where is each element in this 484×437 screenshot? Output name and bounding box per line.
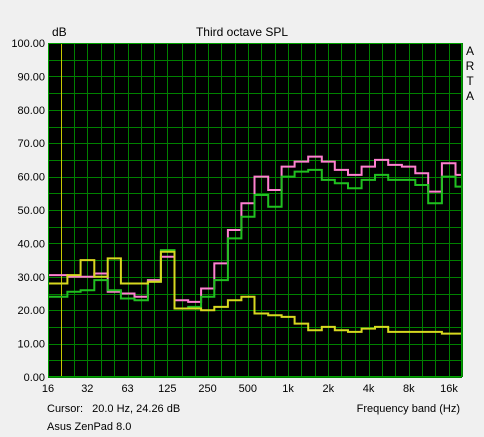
x-tick-label: 125 [158,383,176,395]
series-line [48,155,462,303]
series-line [48,168,462,310]
cursor-label: Cursor: [47,403,84,415]
chart-title: Third octave SPL [195,25,289,39]
arta-logo-letter: A [465,89,474,103]
x-tick-label: 16k [440,383,458,395]
y-tick-label: 100.00 [11,38,45,50]
x-axis-label: Frequency band (Hz) [356,403,460,415]
series-line [48,250,462,335]
arta-logo-letter: T [466,74,474,88]
cursor-value: 20.0 Hz, 24.26 dB [92,403,181,415]
y-tick-label: 0.00 [24,372,45,384]
x-tick-label: 8k [403,383,415,395]
y-tick-label: 80.00 [17,105,45,117]
cursor-readout: Cursor: 20.0 Hz, 24.26 dB [47,403,180,415]
x-tick-label: 500 [239,383,257,395]
arta-logo-letter: R [465,59,475,73]
x-tick-label: 63 [121,383,133,395]
y-axis-label: dB [52,25,67,39]
x-tick-label: 4k [363,383,375,395]
y-tick-label: 50.00 [17,205,45,217]
y-tick-label: 60.00 [17,172,45,184]
y-tick-label: 30.00 [17,272,45,284]
x-tick-label: 16 [42,383,54,395]
x-tick-label: 1k [282,383,294,395]
y-tick-label: 90.00 [17,71,45,83]
plot-frame [48,43,462,377]
y-tick-label: 20.00 [17,305,45,317]
y-tick-label: 10.00 [17,339,45,351]
device-name: Asus ZenPad 8.0 [47,421,132,433]
x-tick-label: 250 [198,383,216,395]
x-tick-label: 32 [81,383,93,395]
arta-logo-letter: A [465,44,474,58]
y-tick-label: 40.00 [17,238,45,250]
x-tick-label: 2k [323,383,335,395]
y-tick-label: 70.00 [17,138,45,150]
